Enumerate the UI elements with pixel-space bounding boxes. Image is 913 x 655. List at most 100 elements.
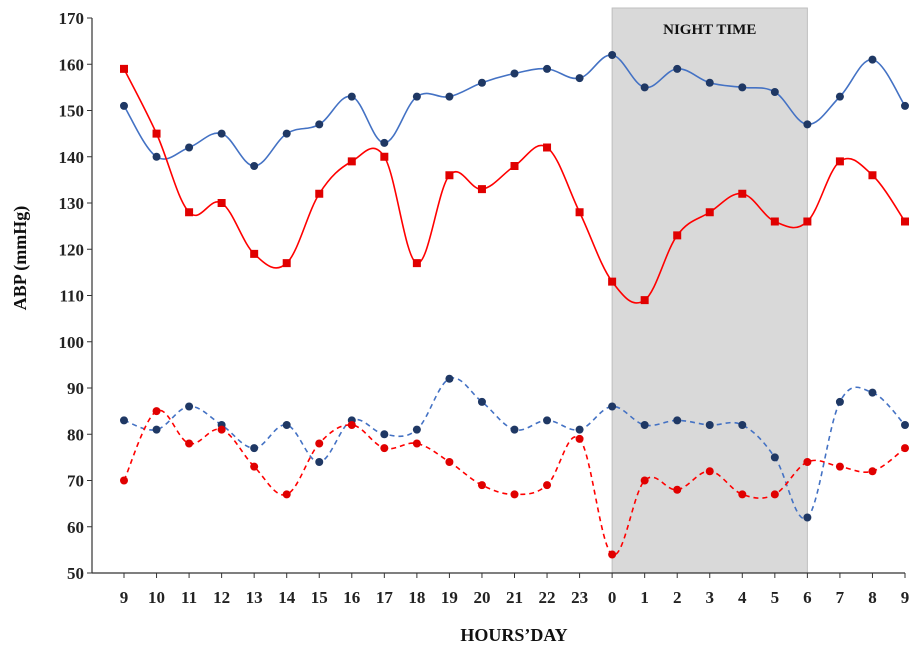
x-tick-label: 22 <box>539 588 556 607</box>
data-point <box>152 407 161 416</box>
x-tick-label: 8 <box>868 588 877 607</box>
data-point <box>315 189 324 198</box>
y-tick-label: 150 <box>59 102 85 121</box>
x-tick-label: 6 <box>803 588 812 607</box>
x-tick-label: 0 <box>608 588 617 607</box>
data-point <box>412 425 421 434</box>
data-point <box>250 462 259 471</box>
y-tick-label: 80 <box>67 425 84 444</box>
x-tick-label: 12 <box>213 588 230 607</box>
data-point <box>803 120 812 129</box>
data-point <box>282 421 291 429</box>
data-point <box>738 421 747 429</box>
y-axis-title: ABP (mmHg) <box>10 206 31 310</box>
data-point <box>510 69 519 78</box>
data-point <box>412 439 421 448</box>
data-point <box>412 259 421 268</box>
data-point <box>477 78 486 87</box>
x-tick-label: 13 <box>246 588 263 607</box>
data-point <box>347 157 356 166</box>
data-point <box>673 416 682 425</box>
data-point <box>543 416 552 425</box>
data-point <box>380 430 389 439</box>
x-axis-title: HOURS’DAY <box>460 625 567 645</box>
data-point <box>510 490 519 499</box>
data-point <box>770 490 779 499</box>
data-point <box>250 444 259 453</box>
data-point <box>673 64 682 73</box>
data-point <box>380 444 389 453</box>
x-tick-label: 2 <box>673 588 682 607</box>
data-point <box>640 83 649 92</box>
data-point <box>705 78 714 87</box>
data-point <box>543 64 552 73</box>
data-point <box>575 425 584 434</box>
data-point <box>640 296 649 305</box>
data-point <box>803 513 812 522</box>
data-point <box>120 64 128 73</box>
data-point <box>868 55 877 64</box>
series-4 <box>120 407 909 559</box>
data-point <box>738 490 747 499</box>
data-point <box>477 481 486 490</box>
y-tick-label: 60 <box>67 518 84 537</box>
data-point <box>152 129 161 138</box>
x-tick-label: 9 <box>120 588 129 607</box>
y-tick-label: 120 <box>59 240 85 259</box>
data-point <box>120 476 128 485</box>
data-point <box>477 397 486 406</box>
data-point <box>770 217 779 226</box>
x-tick-label: 5 <box>771 588 780 607</box>
x-tick-label: 15 <box>311 588 328 607</box>
data-point <box>868 171 877 180</box>
data-point <box>868 467 877 476</box>
x-tick-label: 1 <box>640 588 649 607</box>
data-point <box>608 51 617 59</box>
y-tick-label: 140 <box>59 148 85 167</box>
data-point <box>510 162 519 170</box>
data-point <box>901 444 909 453</box>
data-point <box>152 425 161 434</box>
data-point <box>477 185 486 194</box>
data-point <box>608 277 617 286</box>
data-point <box>315 120 324 129</box>
x-tick-label: 4 <box>738 588 747 607</box>
data-point <box>445 92 454 101</box>
data-point <box>835 397 844 406</box>
x-tick-label: 21 <box>506 588 523 607</box>
data-point <box>120 101 128 110</box>
data-point <box>185 208 194 217</box>
data-point <box>217 425 226 434</box>
data-point <box>705 467 714 476</box>
data-point <box>445 171 454 180</box>
night-time-label: NIGHT TIME <box>663 22 756 38</box>
y-tick-label: 130 <box>59 194 85 213</box>
data-point <box>575 74 584 83</box>
data-point <box>608 402 617 411</box>
data-point <box>315 439 324 448</box>
data-point <box>770 88 779 96</box>
data-point <box>673 231 682 240</box>
x-tick-label: 23 <box>571 588 588 607</box>
data-point <box>510 425 519 434</box>
data-point <box>380 138 389 147</box>
data-point <box>217 199 226 207</box>
x-tick-label: 9 <box>901 588 910 607</box>
data-point <box>705 421 714 429</box>
series-3 <box>120 374 909 522</box>
data-point <box>282 129 291 138</box>
series-layer <box>120 51 909 559</box>
data-point <box>185 402 194 411</box>
data-point <box>901 217 909 226</box>
x-tick-label: 11 <box>181 588 197 607</box>
data-point <box>250 162 259 170</box>
series-2 <box>120 64 909 305</box>
data-point <box>412 92 421 101</box>
data-point <box>835 92 844 101</box>
data-point <box>282 259 291 268</box>
data-point <box>347 92 356 101</box>
x-tick-label: 14 <box>278 588 296 607</box>
x-tick-label: 3 <box>706 588 715 607</box>
